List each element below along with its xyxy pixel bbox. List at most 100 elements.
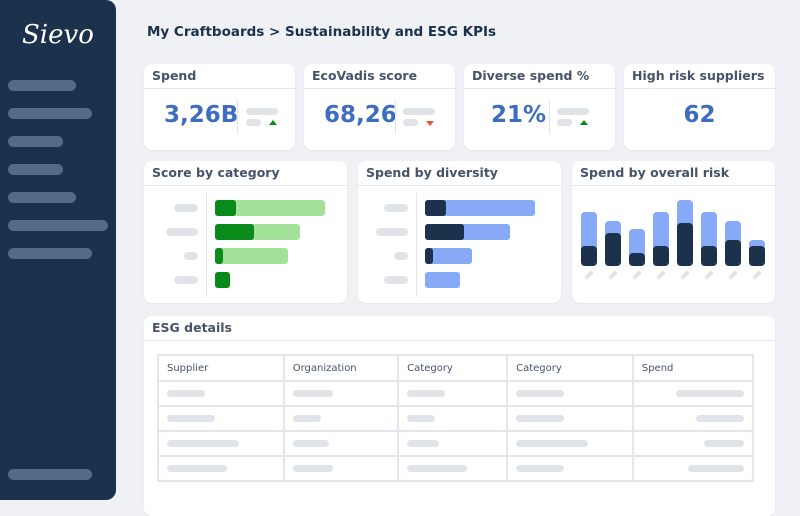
table-cell	[282, 430, 400, 457]
column-segment	[701, 246, 717, 266]
x-tick-placeholder	[752, 270, 762, 280]
bar-total	[425, 248, 473, 264]
bar-segment	[215, 224, 254, 240]
bar-total	[425, 200, 535, 216]
table-cell	[282, 455, 400, 482]
bar-label-placeholder	[184, 252, 198, 260]
column-header-organization[interactable]: Organization	[282, 354, 400, 382]
table-cell	[157, 405, 285, 432]
cell-placeholder	[292, 465, 333, 472]
score-by-category-card: Score by category	[144, 161, 347, 303]
bar-segment	[425, 248, 433, 264]
bar-segment	[425, 200, 446, 216]
bar-label-placeholder	[376, 228, 408, 236]
kpi-title: Diverse spend %	[464, 64, 615, 89]
kpi-card-high-risk: High risk suppliers 62	[624, 64, 775, 150]
kpi-value: 68,26	[324, 102, 397, 128]
sidebar-item[interactable]	[8, 164, 63, 175]
bar-label-placeholder	[394, 252, 408, 260]
table-cell	[397, 405, 509, 432]
kpi-card-spend: Spend 3,26B	[144, 64, 295, 150]
column-segment	[605, 233, 621, 266]
column-header-category[interactable]: Category	[397, 354, 509, 382]
table-cell	[397, 380, 509, 407]
column-segment	[629, 252, 645, 266]
cell-placeholder	[167, 390, 205, 397]
kpi-card-diverse-spend: Diverse spend % 21%	[464, 64, 615, 150]
cell-placeholder	[688, 465, 744, 472]
cell-placeholder	[407, 390, 446, 397]
table-row[interactable]	[157, 405, 755, 432]
table-cell	[397, 455, 509, 482]
column-header-supplier[interactable]: Supplier	[157, 354, 285, 382]
table-cell	[506, 455, 634, 482]
x-tick-placeholder	[704, 270, 714, 280]
column-segment	[581, 246, 597, 266]
kpi-value: 21%	[491, 102, 547, 128]
cell-placeholder	[696, 415, 744, 422]
card-title: Spend by diversity	[358, 161, 561, 186]
sidebar-item[interactable]	[8, 469, 92, 480]
table-cell	[631, 405, 755, 432]
table-cell	[282, 405, 400, 432]
bar-total	[215, 248, 288, 264]
table-cell	[506, 405, 634, 432]
bar-label-placeholder	[384, 276, 408, 284]
table-cell	[157, 380, 285, 407]
x-tick-placeholder	[728, 270, 738, 280]
table-cell	[631, 455, 755, 482]
cell-placeholder	[704, 440, 744, 447]
table-row[interactable]	[157, 430, 755, 457]
x-tick-placeholder	[632, 270, 642, 280]
spend-by-diversity-card: Spend by diversity	[358, 161, 561, 303]
sidebar-item[interactable]	[8, 80, 76, 91]
column-header-category[interactable]: Category	[506, 354, 634, 382]
cell-placeholder	[292, 390, 333, 397]
table-cell	[506, 380, 634, 407]
sidebar-item[interactable]	[8, 108, 92, 119]
cell-placeholder	[676, 390, 744, 397]
cell-placeholder	[516, 390, 565, 397]
kpi-value: 3,26B	[164, 102, 239, 128]
kpi-title: High risk suppliers	[624, 64, 775, 89]
x-tick-placeholder	[608, 270, 618, 280]
column-header-spend[interactable]: Spend	[631, 354, 755, 382]
cell-placeholder	[407, 415, 436, 422]
sidebar-item[interactable]	[8, 220, 108, 231]
x-tick-placeholder	[680, 270, 690, 280]
cell-placeholder	[407, 465, 468, 472]
bar-label-placeholder	[174, 204, 198, 212]
kpi-title: Spend	[144, 64, 295, 89]
x-tick-placeholder	[656, 270, 666, 280]
x-tick-placeholder	[584, 270, 594, 280]
esg-table: Supplier Organization Category Category …	[157, 354, 755, 482]
sievo-logo: Sievo	[22, 20, 94, 50]
sidebar-item[interactable]	[8, 248, 92, 259]
column-segment	[749, 246, 765, 266]
trend-down-icon	[426, 121, 434, 126]
sidebar-item[interactable]	[8, 136, 63, 147]
bar-label-placeholder	[174, 276, 198, 284]
breadcrumb[interactable]: My Craftboards > Sustainability and ESG …	[147, 24, 497, 40]
table-cell	[157, 455, 285, 482]
bar-segment	[425, 224, 464, 240]
table-row[interactable]	[157, 455, 755, 482]
kpi-card-ecovadis: EcoVadis score 68,26	[304, 64, 455, 150]
cell-placeholder	[407, 440, 440, 447]
table-cell	[506, 430, 634, 457]
sidebar: Sievo	[0, 0, 116, 500]
column-segment	[653, 246, 669, 266]
bar-segment	[215, 248, 223, 264]
sidebar-item[interactable]	[8, 192, 76, 203]
spend-by-risk-card: Spend by overall risk	[572, 161, 775, 303]
bar-label-placeholder	[384, 204, 408, 212]
trend-up-icon	[580, 120, 588, 125]
cell-placeholder	[167, 440, 239, 447]
cell-placeholder	[167, 465, 227, 472]
column-segment	[677, 223, 693, 266]
table-cell	[631, 380, 755, 407]
bar-total	[215, 200, 325, 216]
table-row[interactable]	[157, 380, 755, 407]
kpi-value: 62	[683, 102, 716, 128]
card-title: Score by category	[144, 161, 347, 186]
